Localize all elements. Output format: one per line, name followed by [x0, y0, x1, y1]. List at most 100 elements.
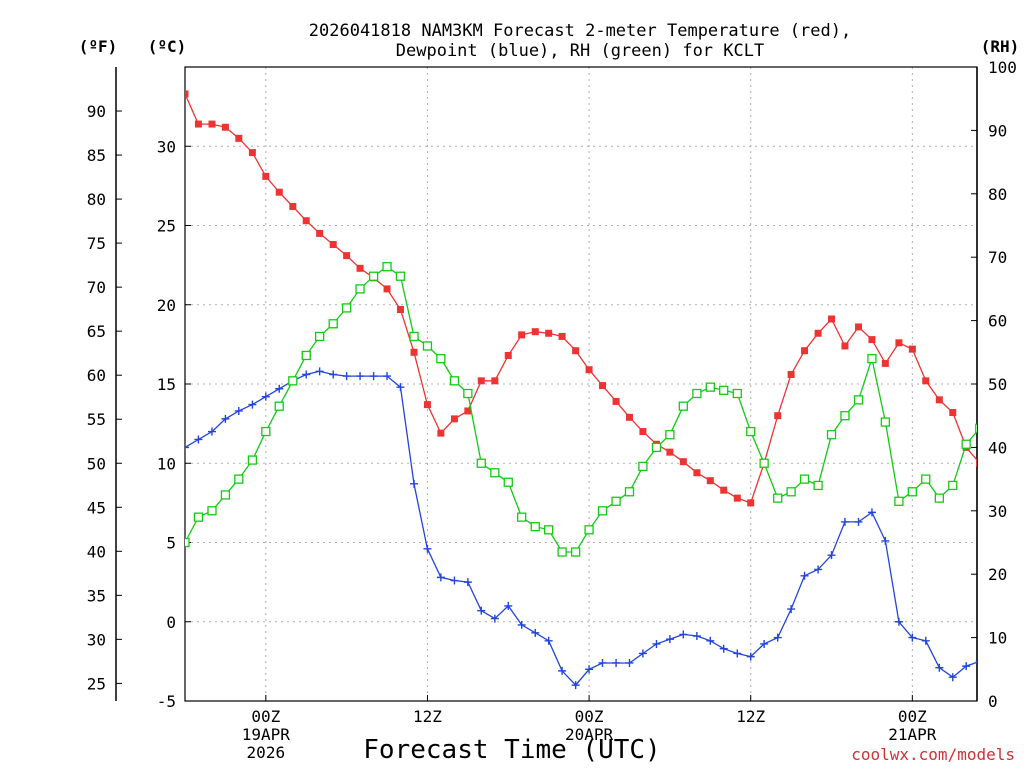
dewpoint-point	[692, 632, 701, 641]
rh-point	[665, 430, 675, 440]
x-tick-label: 00Z	[251, 707, 280, 726]
x-tick-label: 21APR	[888, 725, 937, 744]
dewpoint-point	[490, 614, 499, 623]
temperature-point	[504, 351, 512, 359]
temperature-line	[185, 93, 977, 504]
rh-point	[409, 331, 419, 342]
dewpoint-point	[679, 630, 688, 639]
rh-line	[185, 265, 977, 553]
dewpoint-point	[1003, 659, 1011, 667]
dewpoint-point	[275, 384, 284, 393]
temperature-point	[814, 329, 822, 337]
dewpoint-point	[544, 636, 553, 645]
dewpoint-point	[773, 633, 782, 642]
temperature-point	[572, 347, 580, 355]
celsius-axis: -5 0 5 10 15 20 25 30	[157, 137, 191, 711]
rh-point	[557, 547, 567, 557]
rh-point	[490, 468, 500, 478]
x-tick-label: 00Z	[575, 707, 604, 726]
dewpoint-point	[369, 372, 378, 381]
rh-tick-label: 90	[988, 121, 1007, 140]
f-tick-label: 80	[87, 190, 106, 209]
dewpoint-point	[921, 636, 930, 645]
dewpoint-point	[315, 367, 324, 376]
dewpoint-point	[827, 551, 836, 560]
dewpoint-point	[423, 544, 432, 553]
temperature-point	[881, 359, 889, 367]
rh-point	[853, 395, 864, 405]
rh-point	[799, 474, 810, 484]
temperature-point	[935, 396, 943, 404]
dewpoint-point	[396, 383, 405, 392]
temperature-point	[990, 471, 997, 478]
dewpoint-point	[989, 661, 997, 669]
x-tick-label: 12Z	[413, 707, 442, 726]
rh-point	[247, 455, 258, 465]
temperature-point	[639, 428, 647, 436]
temperature-point	[410, 348, 418, 356]
rh-point	[786, 487, 796, 497]
rh-point	[894, 496, 904, 506]
temperature-point	[787, 370, 795, 378]
rh-point	[261, 426, 271, 437]
dewpoint-point	[948, 673, 957, 682]
rh-point	[638, 461, 648, 472]
credit-text: coolwx.com/models	[851, 745, 1015, 764]
c-tick-label: -5	[157, 692, 176, 711]
dewpoint-point	[881, 536, 890, 545]
rh-point	[880, 417, 891, 427]
dewpoint-point	[908, 633, 917, 642]
dewpoint-point	[383, 372, 392, 381]
temperature-point	[248, 149, 256, 157]
f-tick-label: 50	[87, 454, 106, 473]
temperature-point	[922, 377, 930, 385]
rh-point	[341, 303, 352, 313]
rh-point	[732, 388, 742, 399]
rh-point	[907, 487, 917, 497]
dewpoint-point	[558, 666, 567, 675]
temperature-point	[208, 120, 216, 128]
dewpoint-point	[652, 639, 661, 648]
f-tick-label: 55	[87, 410, 106, 429]
temperature-point	[855, 323, 863, 331]
temperature-point	[343, 252, 351, 260]
dewpoint-point	[665, 635, 674, 644]
rh-point	[975, 423, 977, 434]
temperature-point	[437, 429, 445, 437]
temperature-point	[289, 202, 297, 210]
temperature-point	[396, 306, 404, 314]
rh-point	[463, 388, 473, 399]
rh-tick-label: 20	[988, 565, 1007, 584]
dewpoint-point	[436, 573, 445, 582]
c-tick-label: 15	[157, 375, 176, 394]
rh-point	[328, 319, 338, 329]
rh-point	[476, 458, 486, 468]
f-tick-label: 75	[87, 234, 106, 253]
celsius-unit-label: (ºC)	[148, 37, 187, 56]
temperature-point	[706, 477, 714, 485]
dewpoint-point	[207, 427, 216, 436]
temperature-point	[329, 241, 337, 249]
temperature-point	[868, 336, 876, 344]
f-tick-label: 65	[87, 322, 106, 341]
temperature-point	[949, 409, 957, 417]
rh-point	[678, 401, 688, 411]
temperature-point	[316, 229, 324, 237]
temperature-point	[531, 328, 539, 336]
temperature-point	[356, 264, 364, 272]
temperature-point	[545, 329, 553, 337]
rh-point	[773, 493, 783, 503]
dewpoint-point	[935, 663, 944, 672]
f-tick-label: 25	[87, 674, 106, 693]
x-tick-label: 20APR	[565, 725, 614, 744]
rh-point	[719, 385, 729, 395]
rh-tick-label: 60	[988, 312, 1007, 331]
f-tick-label: 70	[87, 278, 106, 297]
temperature-point	[693, 469, 701, 477]
dewpoint-point	[463, 578, 472, 587]
temperature-point	[450, 415, 458, 423]
rh-point	[422, 341, 433, 351]
rh-point	[234, 474, 244, 484]
